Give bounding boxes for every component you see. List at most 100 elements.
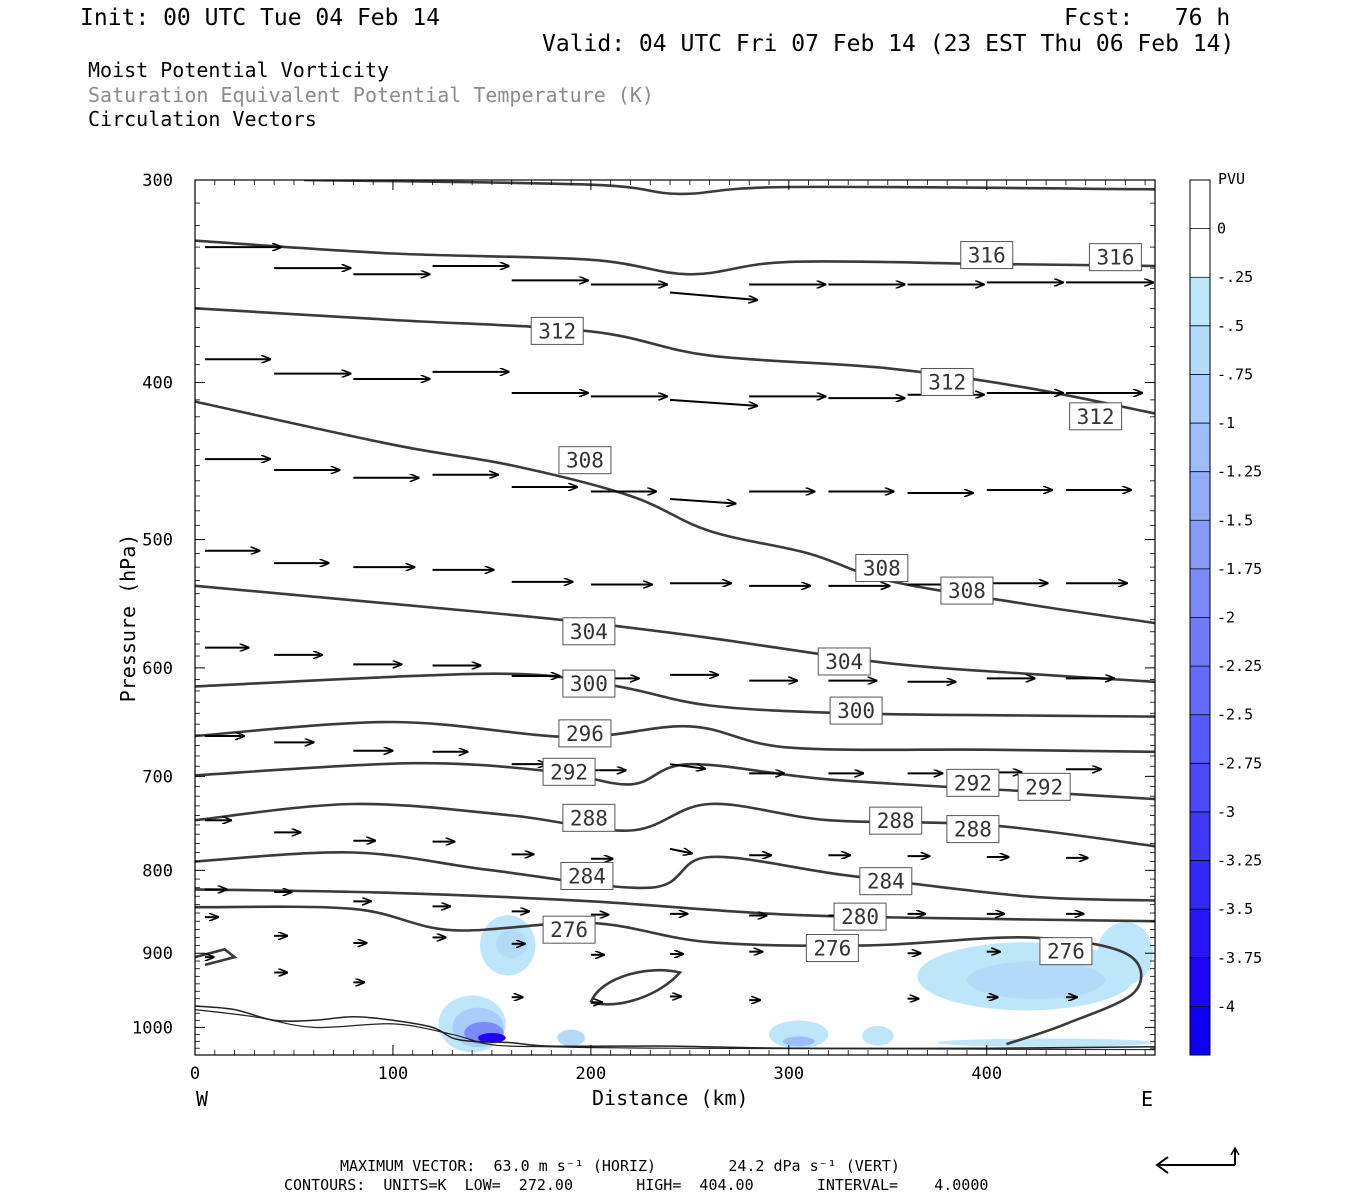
contour-288 <box>195 802 1155 848</box>
colorbar-label-4: -1 <box>1217 414 1235 432</box>
svg-text:288: 288 <box>570 806 608 830</box>
y-tick-label-800: 800 <box>142 861 173 881</box>
colorbar-label-12: -3 <box>1217 803 1235 821</box>
svg-text:300: 300 <box>837 699 875 723</box>
contour-label-292-1: 292 <box>946 768 1000 797</box>
pv-shade-11 <box>966 961 1106 999</box>
valid-time: Valid: 04 UTC Fri 07 Feb 14 (23 EST Thu … <box>542 31 1235 57</box>
colorbar-swatch-4 <box>1190 374 1210 424</box>
forecast-hour: Fcst: 76 h <box>1064 5 1231 31</box>
x-end-label-west: W <box>196 1087 209 1111</box>
colorbar-label-7: -1.75 <box>1217 560 1262 578</box>
colorbar-label-15: -3.75 <box>1217 949 1262 967</box>
colorbar-swatch-14 <box>1190 860 1210 910</box>
colorbar-swatch-8 <box>1190 568 1210 618</box>
title-mpv: Moist Potential Vorticity <box>88 58 390 82</box>
colorbar-swatch-15 <box>1190 909 1210 959</box>
colorbar-label-11: -2.75 <box>1217 754 1262 772</box>
svg-text:276: 276 <box>813 937 851 961</box>
colorbar-swatch-0 <box>1190 180 1210 230</box>
x-axis-label: Distance (km) <box>592 1086 749 1110</box>
title-theta-es: Saturation Equivalent Potential Temperat… <box>88 83 654 107</box>
colorbar-swatch-11 <box>1190 714 1210 764</box>
contour-280 <box>195 888 1155 923</box>
colorbar-swatch-3 <box>1190 325 1210 375</box>
colorbar-swatch-16 <box>1190 957 1210 1007</box>
contour-label-280-0: 280 <box>833 902 887 931</box>
reference-vector <box>1155 1146 1240 1174</box>
x-tick-label-300: 300 <box>773 1064 804 1084</box>
svg-text:288: 288 <box>954 818 992 842</box>
contour-label-316-1: 316 <box>1088 243 1142 272</box>
contour-284 <box>195 851 1155 902</box>
contour-info: CONTOURS: UNITS=K LOW= 272.00 HIGH= 404.… <box>284 1176 989 1194</box>
contour-320 <box>303 180 1155 196</box>
contour-label-308-2: 308 <box>940 576 994 605</box>
contour-312 <box>195 307 1155 415</box>
svg-text:308: 308 <box>948 579 986 603</box>
circulation-vector-30 <box>669 497 735 504</box>
colorbar-swatch-17 <box>1190 1006 1210 1056</box>
contour-label-304-0: 304 <box>562 617 616 646</box>
colorbar-label-0: 0 <box>1217 220 1226 238</box>
colorbar-label-1: -.25 <box>1217 268 1253 286</box>
plot-frame <box>194 179 1156 1056</box>
x-tick-label-0: 0 <box>190 1064 200 1084</box>
contour-label-276-0: 276 <box>542 915 596 944</box>
pv-shade-9 <box>862 1026 894 1046</box>
contour-label-292-2: 292 <box>1017 772 1071 801</box>
contour-label-276-2: 276 <box>1039 937 1093 966</box>
svg-text:312: 312 <box>538 319 576 343</box>
colorbar-label-13: -3.25 <box>1217 852 1262 870</box>
svg-text:292: 292 <box>1025 775 1063 799</box>
y-tick-label-400: 400 <box>142 373 173 393</box>
colorbar-label-6: -1.5 <box>1217 511 1253 529</box>
contour-label-308-0: 308 <box>558 446 612 475</box>
init-time: Init: 00 UTC Tue 04 Feb 14 <box>80 5 441 31</box>
pv-shade-13 <box>937 1038 1155 1047</box>
circulation-vector-18 <box>669 398 757 406</box>
contour-label-276-1: 276 <box>805 934 859 963</box>
svg-text:308: 308 <box>863 556 901 580</box>
pv-shade-8 <box>782 1036 815 1047</box>
colorbar-swatch-5 <box>1190 423 1210 473</box>
svg-text:276: 276 <box>550 918 588 942</box>
colorbar-swatch-13 <box>1190 811 1210 862</box>
colorbar-label-8: -2 <box>1217 609 1235 627</box>
contour-296 <box>195 720 1155 754</box>
colorbar-swatch-6 <box>1190 471 1210 521</box>
pv-shade-5 <box>478 1033 506 1043</box>
contour-label-296-0: 296 <box>558 719 612 748</box>
svg-text:300: 300 <box>570 672 608 696</box>
colorbar-swatch-10 <box>1190 666 1210 716</box>
svg-text:284: 284 <box>568 864 606 888</box>
contour-label-304-1: 304 <box>817 647 871 676</box>
x-tick-label-100: 100 <box>378 1064 409 1084</box>
contour-label-284-1: 284 <box>859 867 913 896</box>
contour-label-288-0: 288 <box>562 803 616 832</box>
svg-text:308: 308 <box>566 449 604 473</box>
terrain-line-2 <box>195 1009 1155 1051</box>
colorbar-swatch-1 <box>1190 228 1210 278</box>
svg-text:292: 292 <box>550 760 588 784</box>
circulation-vector-66 <box>669 763 705 769</box>
y-tick-label-1000: 1000 <box>132 1018 173 1038</box>
contour-label-312-1: 312 <box>920 367 974 396</box>
contour-label-288-2: 288 <box>946 815 1000 844</box>
svg-text:312: 312 <box>928 370 966 394</box>
contour-300 <box>195 672 1155 718</box>
svg-text:296: 296 <box>566 722 604 746</box>
title-vectors: Circulation Vectors <box>88 107 317 131</box>
colorbar-unit: PVU <box>1218 170 1246 188</box>
colorbar-swatch-7 <box>1190 520 1210 570</box>
contour-closed <box>589 968 683 1006</box>
x-tick-label-200: 200 <box>576 1064 607 1084</box>
x-tick-label-400: 400 <box>971 1064 1002 1084</box>
svg-text:288: 288 <box>877 809 915 833</box>
colorbar-label-14: -3.5 <box>1217 900 1253 918</box>
colorbar-swatch-2 <box>1190 277 1210 327</box>
colorbar-label-9: -2.25 <box>1217 657 1262 675</box>
svg-text:316: 316 <box>968 244 1006 268</box>
colorbar-label-5: -1.25 <box>1217 463 1262 481</box>
